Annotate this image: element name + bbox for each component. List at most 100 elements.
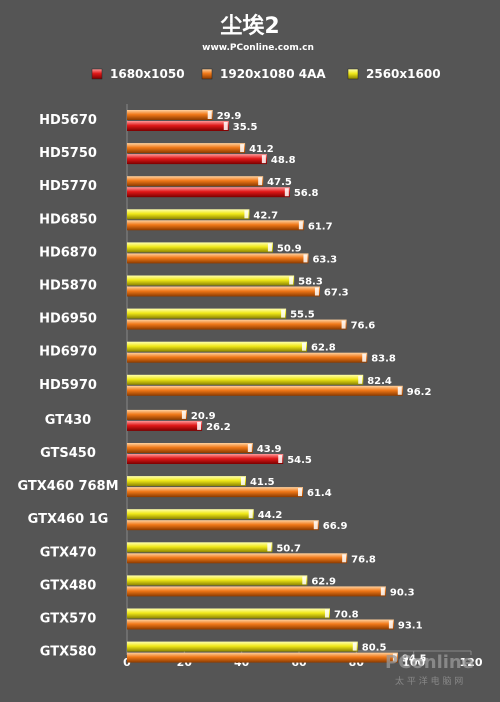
legend-item-1: 1920x1080 4AA (201, 67, 326, 81)
bar-cap (240, 144, 245, 153)
category-label: HD6850 (39, 212, 97, 227)
chart-subtitle: www.PConline.com.cn (202, 43, 314, 53)
bar (127, 586, 386, 597)
bar (127, 619, 394, 630)
bar-group: GTX470 50.7 76.8 (40, 542, 376, 565)
bar (127, 341, 308, 352)
bar (127, 409, 187, 420)
bar-cap (244, 210, 249, 219)
bar-cap (248, 510, 253, 519)
bar (127, 476, 246, 487)
legend: 1680x1050 1920x1080 4AA 2560x1600 (91, 67, 441, 81)
watermark: PConline 太 平 洋 电 脑 网 (385, 652, 474, 687)
data-label: 62.8 (311, 343, 336, 354)
legend-swatch (201, 68, 213, 80)
bar (127, 454, 284, 464)
bar (127, 242, 273, 253)
bar-cap (281, 309, 286, 318)
bar-group: HD6970 62.8 83.8 (39, 341, 396, 365)
data-label: 20.9 (191, 411, 216, 422)
category-label: HD6870 (39, 245, 97, 260)
data-label: 35.5 (233, 122, 258, 133)
category-label: HD5770 (39, 179, 97, 194)
bar-group: GTX570 70.8 93.1 (40, 608, 423, 632)
bar-cap (388, 620, 393, 629)
x-tick-label: 120 (460, 656, 483, 669)
chart-title: 尘埃2 (220, 13, 279, 39)
data-label: 50.7 (276, 543, 301, 554)
category-label: GTX460 1G (28, 512, 109, 527)
bar-group: HD5870 58.367.3 (39, 275, 349, 299)
bar-group: HD6870 50.9 63.3 (39, 242, 337, 265)
bar-group: GTX460 1G 44.2 66.9 (28, 509, 347, 532)
bar-cap (223, 122, 228, 130)
bar-group: HD6850 42.7 61.7 (39, 209, 333, 232)
watermark-brand: PConline (385, 652, 474, 673)
bar-cap (278, 455, 283, 463)
data-label: 76.6 (351, 321, 376, 332)
data-label: 70.8 (334, 610, 359, 621)
bar-cap (392, 653, 397, 662)
bar-group: GTS450 43.9 54.5 (40, 443, 312, 466)
x-tick-label: 100 (402, 656, 425, 669)
bar-cap (324, 609, 329, 618)
data-label: 56.8 (294, 188, 319, 199)
legend-label: 2560x1600 (366, 67, 441, 81)
data-label: 61.4 (307, 488, 332, 499)
category-label: GTX480 (40, 578, 96, 593)
bar (127, 352, 368, 363)
category-label: GTX580 (40, 645, 96, 660)
bar (127, 374, 364, 385)
data-label: 43.9 (257, 444, 282, 455)
bar (127, 209, 250, 220)
data-label: 41.5 (250, 477, 275, 488)
bar (127, 154, 267, 165)
data-label: 67.3 (324, 288, 349, 299)
bar-cap (298, 221, 303, 230)
bar (127, 176, 264, 187)
bar-cap (313, 521, 318, 530)
legend-swatch (347, 68, 359, 80)
bar-cap (352, 642, 357, 651)
bar (127, 121, 229, 131)
data-label: 76.8 (351, 554, 376, 565)
bar (127, 520, 319, 531)
data-label: 55.5 (290, 310, 315, 321)
data-label: 80.5 (362, 643, 387, 654)
data-label: 42.7 (253, 210, 278, 221)
data-label: 96.2 (407, 387, 432, 398)
legend-item-2: 2560x1600 (347, 67, 441, 81)
bar (127, 253, 309, 264)
bar (127, 542, 273, 553)
bar (127, 275, 295, 286)
bar (127, 187, 290, 198)
bar-cap (342, 554, 347, 563)
category-label: GTX460 768M (17, 479, 118, 494)
category-label: HD6950 (39, 312, 97, 327)
bar (127, 220, 304, 231)
bar (127, 608, 330, 619)
bar-group: GTX480 62.9 90.3 (40, 575, 415, 598)
watermark-tagline: 太 平 洋 电 脑 网 (395, 675, 463, 687)
data-label: 58.3 (298, 277, 323, 288)
bar-cap (298, 488, 303, 497)
bar-group: HD5750 41.248.8 (39, 143, 296, 166)
data-label: 41.2 (249, 144, 274, 155)
bar-cap (362, 353, 367, 362)
data-label: 54.5 (287, 455, 312, 466)
bar (127, 652, 398, 663)
bar-group: GTX460 768M 41.5 61.4 (17, 476, 332, 499)
bar-cap (267, 543, 272, 552)
bar (127, 575, 308, 586)
category-label: HD6970 (39, 345, 97, 360)
bar (127, 443, 253, 453)
bar-cap (380, 587, 385, 596)
bar-cap (314, 287, 319, 296)
bar-cap (207, 111, 212, 119)
bar-group: HD5970 82.4 96.2 (39, 374, 432, 398)
category-label: HD5670 (39, 113, 97, 128)
bar-group: HD5770 47.556.8 (39, 176, 319, 199)
bar (127, 641, 358, 652)
bar (127, 553, 348, 564)
